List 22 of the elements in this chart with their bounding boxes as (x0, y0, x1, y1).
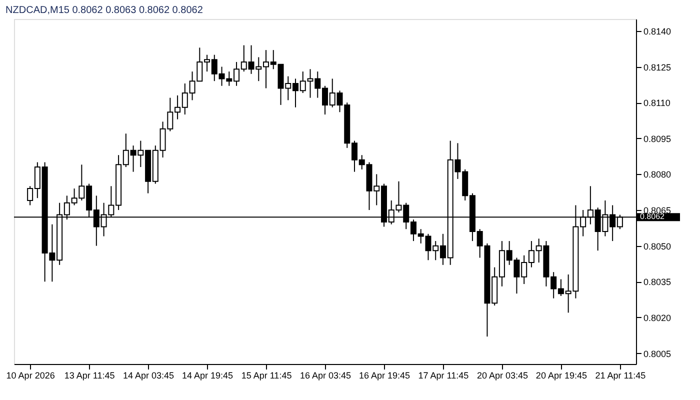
y-tick-label: 0.8020 (644, 312, 672, 323)
x-tick-label: 20 Apr 03:45 (476, 370, 528, 380)
x-tick-label: 17 Apr 11:45 (418, 370, 469, 380)
y-tick-label: 0.8140 (644, 26, 672, 36)
ref-line-label: 0.8062 (640, 212, 666, 222)
x-tick-label: 13 Apr 11:45 (64, 370, 115, 380)
x-tick-label: 16 Apr 03:45 (300, 370, 352, 380)
y-tick-label: 0.8005 (644, 348, 672, 359)
y-tick-label: 0.8125 (644, 62, 672, 72)
y-tick-label: 0.8080 (644, 170, 672, 180)
y-tick-label: 0.8095 (644, 134, 672, 144)
x-tick-label: 15 Apr 11:45 (241, 370, 292, 380)
x-tick-label: 14 Apr 03:45 (123, 370, 174, 380)
y-tick-label: 0.8035 (644, 277, 672, 288)
x-tick-label: 10 Apr 2026 (6, 370, 55, 380)
x-tick-label: 20 Apr 19:45 (536, 370, 587, 380)
y-tick-label: 0.8050 (644, 241, 672, 252)
y-tick-label: 0.8110 (644, 98, 670, 108)
chart-title: NZDCAD,M15 0.8062 0.8063 0.8062 0.8062 (6, 5, 204, 16)
x-tick-label: 21 Apr 11:45 (595, 370, 646, 380)
x-tick-label: 16 Apr 19:45 (358, 370, 410, 380)
x-tick-label: 14 Apr 19:45 (182, 370, 234, 380)
